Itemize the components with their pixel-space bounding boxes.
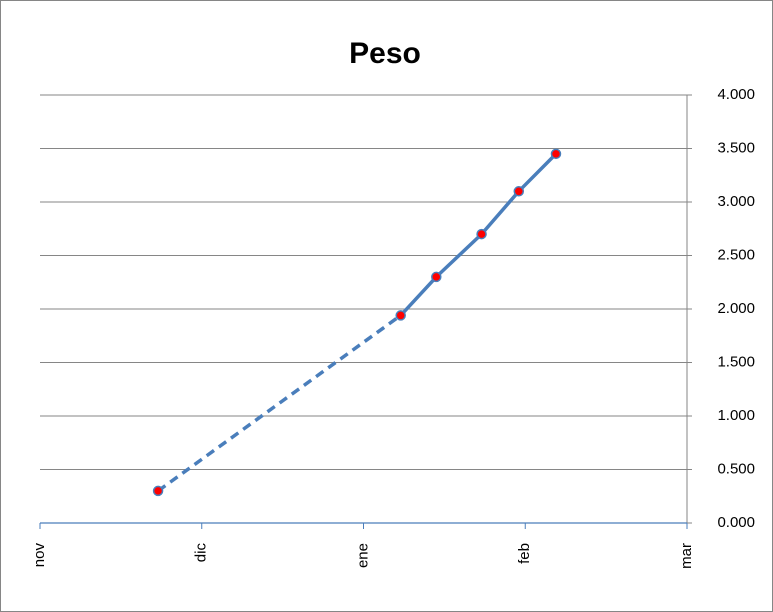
data-point <box>476 228 487 240</box>
data-point <box>513 186 525 197</box>
data-point <box>395 310 406 321</box>
data-point <box>550 148 562 160</box>
y-tick-label: 2.000 <box>717 300 755 317</box>
x-tick-label: feb <box>516 543 533 564</box>
y-tick-label: 1.500 <box>717 353 755 370</box>
y-tick-label: 3.500 <box>717 139 755 156</box>
y-tick-label: 2.500 <box>717 246 755 263</box>
chart-title: Peso <box>349 37 421 70</box>
data-point <box>431 271 442 283</box>
x-tick-label: ene <box>354 543 371 568</box>
series-line <box>157 314 402 493</box>
y-tick-label: 0.500 <box>717 460 755 477</box>
y-tick-label: 0.000 <box>717 514 755 531</box>
x-tick-label: dic <box>193 543 210 563</box>
y-tick-label: 3.000 <box>717 193 755 210</box>
data-point <box>152 485 164 497</box>
y-tick-label: 4.000 <box>717 86 755 103</box>
y-tick-label: 1.000 <box>717 407 755 424</box>
x-tick-label: mar <box>678 543 695 569</box>
x-tick-label: nov <box>31 543 48 568</box>
